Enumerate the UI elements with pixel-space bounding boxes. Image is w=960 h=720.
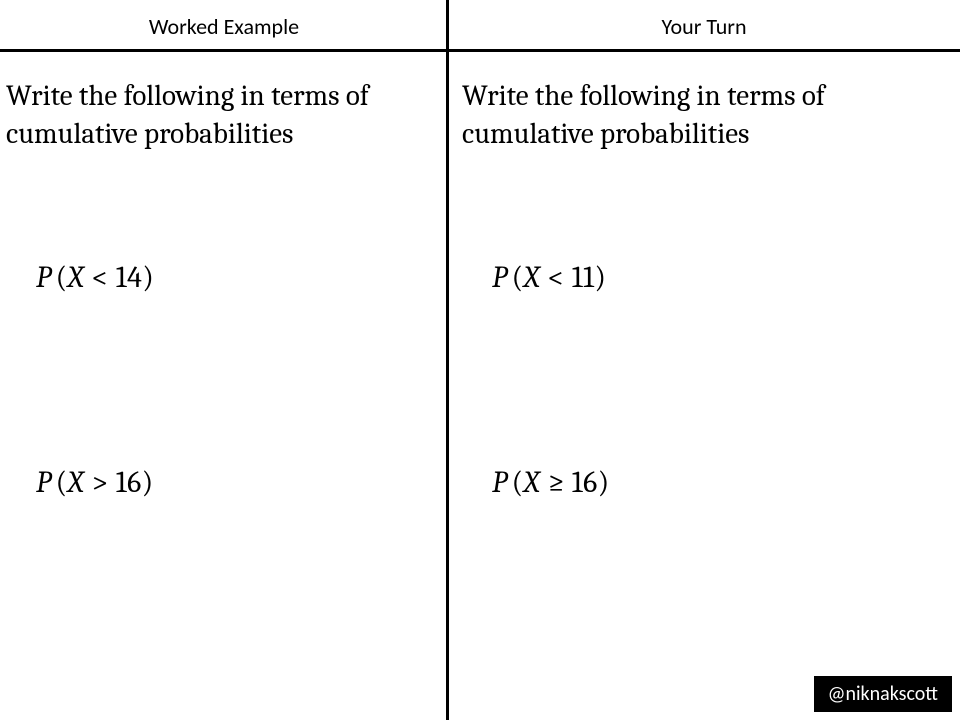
var-X: X	[524, 465, 541, 500]
close-paren: )	[142, 465, 154, 500]
prob-P: P	[492, 260, 508, 295]
relation-lt: <	[92, 260, 109, 295]
header-rule	[0, 49, 960, 52]
prompt-text: Write the following in terms of cumulati…	[462, 70, 952, 153]
header-your-turn: Your Turn	[448, 0, 960, 52]
prob-P: P	[492, 465, 508, 500]
close-paren: )	[142, 260, 154, 295]
number: 11	[572, 260, 595, 295]
var-X: X	[68, 465, 85, 500]
header-row: Worked Example Your Turn	[0, 0, 960, 52]
close-paren: )	[595, 260, 607, 295]
worksheet-page: Worked Example Your Turn Write the follo…	[0, 0, 960, 720]
header-worked-example: Worked Example	[0, 0, 448, 52]
attribution-badge: @niknakscott	[814, 676, 952, 712]
prob-P: P	[36, 260, 52, 295]
relation-lt: <	[548, 260, 565, 295]
open-paren: (	[512, 260, 524, 295]
column-worked-example: Write the following in terms of cumulati…	[6, 70, 436, 710]
relation-ge: ≥	[548, 465, 565, 500]
number: 16	[572, 465, 598, 500]
vertical-divider	[446, 0, 449, 720]
expression-1: P(X < 14)	[36, 260, 154, 295]
prompt-text: Write the following in terms of cumulati…	[6, 70, 436, 153]
number: 14	[116, 260, 143, 295]
expression-2: P(X > 16)	[36, 465, 154, 500]
prob-P: P	[36, 465, 52, 500]
expression-1: P(X < 11)	[492, 260, 606, 295]
var-X: X	[68, 260, 85, 295]
close-paren: )	[598, 465, 610, 500]
number: 16	[116, 465, 142, 500]
var-X: X	[524, 260, 541, 295]
relation-gt: >	[92, 465, 109, 500]
column-your-turn: Write the following in terms of cumulati…	[462, 70, 952, 710]
open-paren: (	[56, 465, 68, 500]
expression-2: P(X ≥ 16)	[492, 465, 610, 500]
open-paren: (	[56, 260, 68, 295]
open-paren: (	[512, 465, 524, 500]
